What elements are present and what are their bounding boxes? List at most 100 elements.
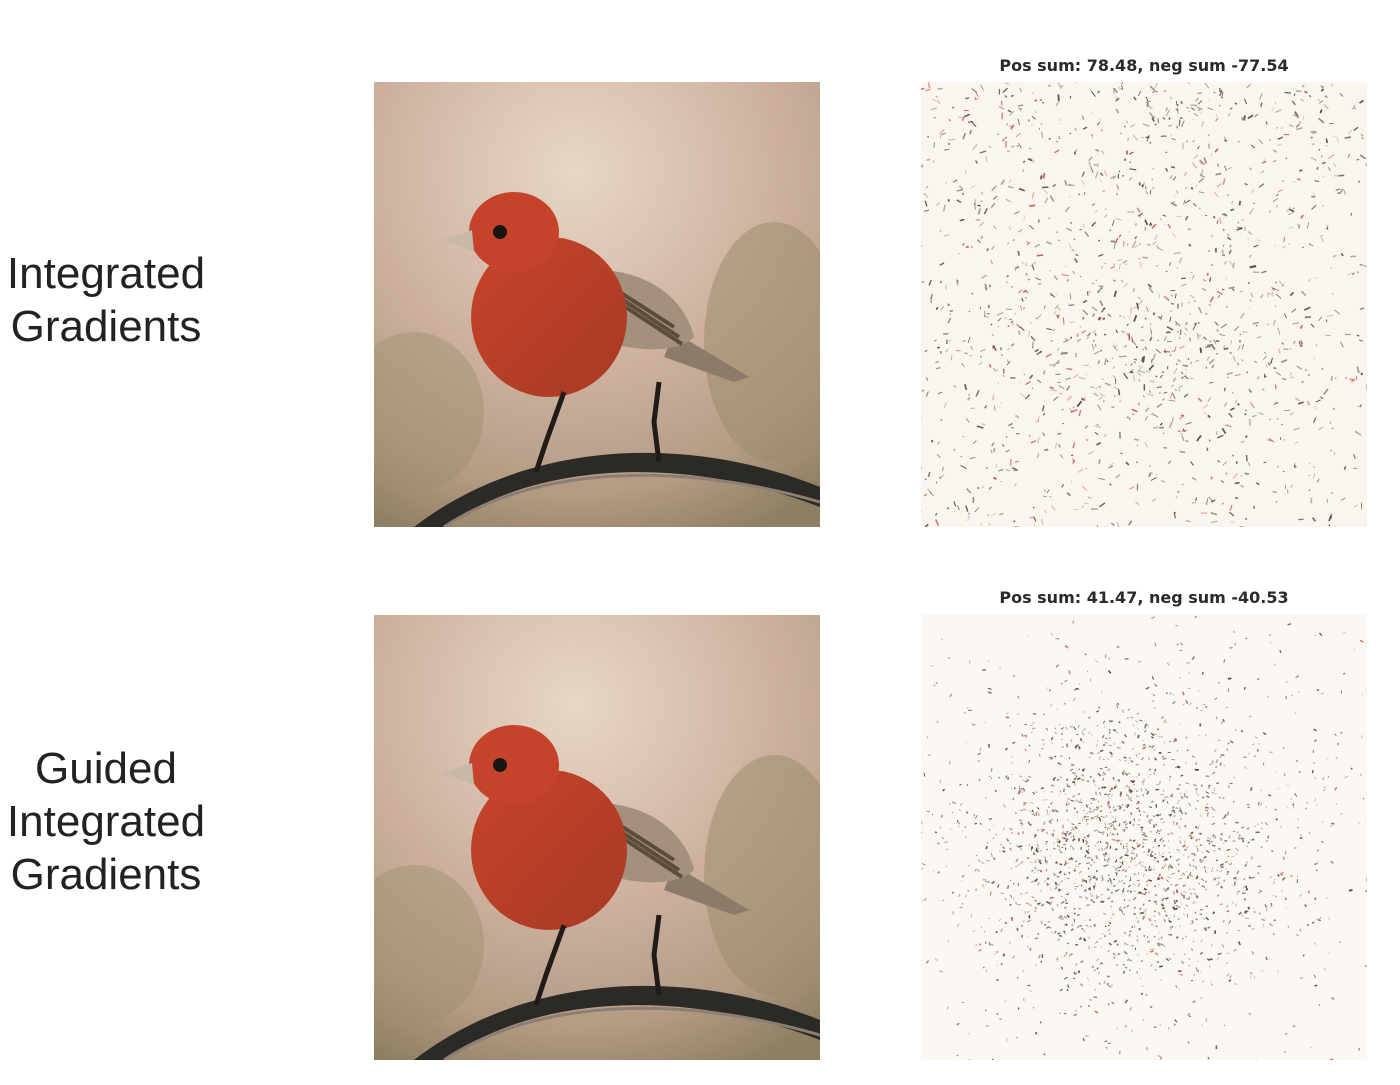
attribution-speck [1285,696,1287,700]
attribution-speck [1172,417,1174,423]
attribution-speck [1091,282,1095,285]
attribution-speck [1119,806,1122,809]
attribution-speck [1247,114,1254,120]
attribution-speck [1012,955,1016,959]
attribution-speck [1040,123,1043,126]
attribution-speck [1073,777,1077,781]
attribution-speck [1005,435,1008,439]
attribution-speck [1247,237,1250,240]
attribution-speck [983,930,986,933]
attribution-speck [1030,440,1037,444]
attribution-speck [1076,338,1082,342]
attribution-speck [1080,960,1084,964]
attribution-speck [1035,277,1041,281]
attribution-speck [1000,962,1004,966]
attribution-speck [990,202,996,209]
attribution-speck [1010,343,1015,347]
attribution-speck [1244,517,1248,520]
attribution-speck [1295,675,1300,679]
attribution-speck [1053,847,1055,850]
attribution-speck [958,808,962,812]
attribution-speck [1062,317,1065,325]
attribution-speck [1201,1024,1203,1027]
attribution-speck [1060,755,1063,758]
attribution-speck [956,505,960,511]
attribution-speck [1307,890,1311,894]
attribution-speck [1339,188,1344,195]
attribution-speck [1026,876,1029,880]
attribution-speck [1019,107,1022,112]
attribution-speck [1128,968,1132,972]
attribution-speck [1198,207,1201,210]
attribution-speck [1159,813,1161,816]
attribution-speck [1320,236,1324,242]
attribution-speck [1133,96,1137,101]
attribution-speck [966,488,972,494]
attribution-speck [1160,735,1164,738]
attribution-speck [1127,958,1133,962]
attribution-speck [1118,806,1122,810]
attribution-speck [1085,779,1089,783]
bird-photo [374,82,820,527]
attribution-speck [1069,132,1072,135]
attribution-speck [1359,639,1364,643]
attribution-speck [978,362,983,366]
attribution-speck [983,208,989,215]
attribution-speck [1292,207,1296,210]
attribution-speck [1124,784,1128,788]
attribution-speck [1059,850,1063,854]
attribution-speck [972,144,978,150]
attribution-speck [1030,869,1034,873]
attribution-speck [924,200,928,207]
attribution-speck [939,970,943,973]
attribution-speck [1214,697,1218,701]
attribution-speck [1068,856,1073,861]
attribution-speck [921,245,924,248]
attribution-speck [1184,215,1189,221]
attribution-speck [1298,770,1301,773]
attribution-speck [1091,797,1095,800]
attribution-speck [1326,315,1334,317]
attribution-speck [1145,838,1148,841]
attribution-speck [1066,385,1071,391]
attribution-speck [1204,703,1207,707]
attribution-speck [1300,344,1304,348]
attribution-speck [1163,391,1168,394]
attribution-speck [1095,869,1099,873]
attribution-speck [1083,836,1087,839]
attribution-speck [1110,884,1113,887]
attribution-speck [1115,97,1120,102]
attribution-speck [1141,985,1144,987]
attribution-speck [1071,826,1075,830]
attribution-speck [1249,975,1252,980]
attribution-speck [1151,616,1156,620]
attribution-speck [1022,802,1027,806]
attribution-speck [1254,736,1258,739]
attribution-speck [1095,210,1098,213]
attribution-speck [1071,838,1076,842]
attribution-speck [1109,175,1117,180]
attribution-speck [1213,834,1216,837]
attribution-speck [1002,804,1006,808]
attribution-speck [1060,966,1064,970]
attribution-speck [985,882,988,885]
attribution-speck [1328,154,1334,160]
attribution-speck [1168,847,1170,849]
attribution-speck [1126,243,1129,246]
attribution-speck [992,837,995,840]
attribution-speck [1052,873,1057,876]
attribution-speck [1294,111,1299,117]
attribution-speck [1328,524,1331,527]
attribution-speck [1282,284,1284,287]
attribution-speck [1070,409,1078,413]
attribution-speck [1198,334,1201,337]
attribution-speck [956,923,960,927]
attribution-speck [1059,863,1063,866]
attribution-speck [1096,121,1101,126]
attribution-speck [1104,766,1108,769]
attribution-speck [1264,904,1268,909]
attribution-speck [935,682,938,684]
attribution-speck [979,150,987,154]
attribution-speck [1163,721,1167,724]
attribution-speck [1040,890,1042,892]
